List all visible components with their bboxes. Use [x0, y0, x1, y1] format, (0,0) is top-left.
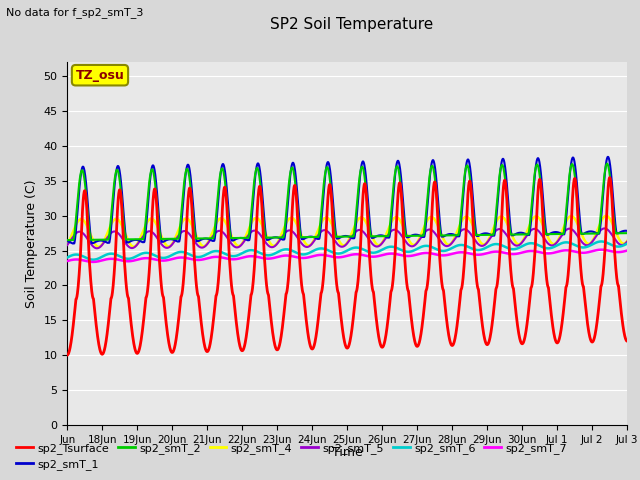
Text: No data for f_sp2_smT_3: No data for f_sp2_smT_3 [6, 7, 144, 18]
Y-axis label: Soil Temperature (C): Soil Temperature (C) [25, 180, 38, 308]
Legend: sp2_Tsurface, sp2_smT_1, sp2_smT_2, sp2_smT_4, sp2_smT_5, sp2_smT_6, sp2_smT_7: sp2_Tsurface, sp2_smT_1, sp2_smT_2, sp2_… [12, 438, 572, 474]
X-axis label: Time: Time [332, 446, 363, 459]
Text: TZ_osu: TZ_osu [76, 69, 124, 82]
Text: SP2 Soil Temperature: SP2 Soil Temperature [270, 17, 434, 32]
